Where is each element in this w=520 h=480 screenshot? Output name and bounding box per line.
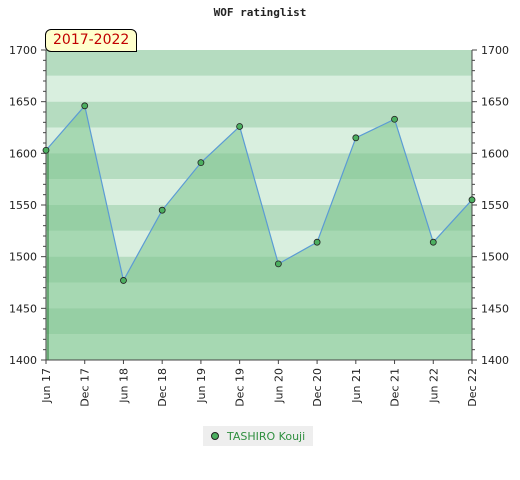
data-point <box>120 277 127 284</box>
y-tick-label-left: 1600 <box>9 147 37 160</box>
x-tick-label: Dec 21 <box>389 368 402 407</box>
y-tick-label-right: 1500 <box>481 251 509 264</box>
data-point <box>158 206 166 214</box>
series-line <box>45 104 473 283</box>
x-tick-label: Dec 18 <box>156 368 169 407</box>
series-area <box>46 105 472 360</box>
x-tick-label: Dec 20 <box>311 368 324 407</box>
x-tick-label: Jun 20 <box>272 368 285 404</box>
y-tick-label-left: 1650 <box>9 96 37 109</box>
data-point <box>236 123 244 130</box>
y-tick-label-right: 1700 <box>481 44 509 57</box>
y-tick-label-left: 1550 <box>9 199 37 212</box>
y-tick-label-left: 1500 <box>9 251 37 264</box>
data-point <box>42 146 50 154</box>
data-point <box>81 102 89 110</box>
x-tick-label: Dec 22 <box>466 368 479 407</box>
legend-marker-icon <box>211 432 219 440</box>
y-tick-label-right: 1550 <box>481 199 509 212</box>
period-badge: 2017-2022 <box>45 29 138 52</box>
data-point <box>391 115 398 123</box>
data-point <box>197 159 205 167</box>
y-tick-label-left: 1400 <box>9 354 37 367</box>
data-point <box>429 238 437 246</box>
x-tick-label: Jun 18 <box>117 368 130 404</box>
x-tick-label: Jun 22 <box>427 368 440 404</box>
x-tick-label: Jun 21 <box>350 368 363 404</box>
y-tick-label-right: 1400 <box>481 354 509 367</box>
grid-band <box>46 127 472 154</box>
x-tick-label: Dec 17 <box>79 368 92 407</box>
grid-band <box>46 50 472 76</box>
x-tick-label: Jun 17 <box>40 368 53 404</box>
y-tick-label-left: 1700 <box>9 44 37 57</box>
y-tick-label-right: 1650 <box>481 96 509 109</box>
chart-title: WOF ratinglist <box>213 6 307 19</box>
grid-band <box>46 101 472 128</box>
y-tick-label-left: 1450 <box>9 302 37 315</box>
x-tick-label: Dec 19 <box>234 368 247 407</box>
x-tick-label: Jun 19 <box>195 368 208 404</box>
data-point <box>313 238 321 246</box>
y-tick-label-right: 1450 <box>481 302 509 315</box>
legend-label: TASHIRO Kouji <box>227 429 306 443</box>
legend[interactable]: TASHIRO Kouji <box>203 426 314 446</box>
data-point <box>274 260 282 268</box>
grid-band <box>46 75 472 102</box>
data-point <box>468 196 476 204</box>
data-point <box>352 134 360 142</box>
y-tick-label-right: 1600 <box>481 147 509 160</box>
